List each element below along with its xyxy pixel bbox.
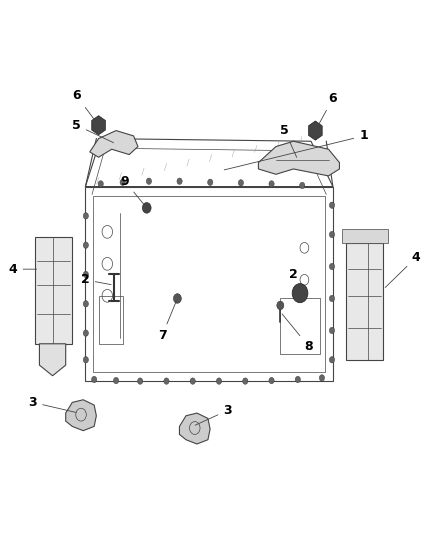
Text: 7: 7 xyxy=(158,301,177,342)
Polygon shape xyxy=(66,400,96,431)
Polygon shape xyxy=(346,243,383,360)
Circle shape xyxy=(216,378,222,384)
Circle shape xyxy=(300,182,305,189)
Circle shape xyxy=(277,301,284,310)
Circle shape xyxy=(292,284,308,303)
Circle shape xyxy=(83,330,88,336)
Circle shape xyxy=(83,271,88,278)
Circle shape xyxy=(208,179,213,185)
Text: 5: 5 xyxy=(280,124,297,157)
Circle shape xyxy=(113,377,119,384)
Text: 5: 5 xyxy=(72,119,113,143)
Polygon shape xyxy=(180,413,210,444)
Circle shape xyxy=(177,178,182,184)
Circle shape xyxy=(83,213,88,219)
Circle shape xyxy=(295,376,300,383)
Text: 3: 3 xyxy=(195,404,232,425)
Circle shape xyxy=(92,376,97,383)
Circle shape xyxy=(329,295,335,302)
Text: 4: 4 xyxy=(9,263,37,276)
Text: 3: 3 xyxy=(28,396,76,413)
Circle shape xyxy=(120,179,125,185)
Circle shape xyxy=(269,377,274,384)
Circle shape xyxy=(146,178,152,184)
Circle shape xyxy=(98,181,103,187)
Text: 1: 1 xyxy=(224,130,368,170)
Polygon shape xyxy=(342,229,388,243)
Circle shape xyxy=(238,180,244,186)
Circle shape xyxy=(83,357,88,363)
Circle shape xyxy=(329,263,335,270)
Circle shape xyxy=(243,378,248,384)
Circle shape xyxy=(329,202,335,208)
Polygon shape xyxy=(308,121,322,140)
Polygon shape xyxy=(39,344,66,376)
Circle shape xyxy=(269,181,274,187)
Circle shape xyxy=(329,357,335,363)
Text: 6: 6 xyxy=(72,90,97,123)
Polygon shape xyxy=(258,141,339,176)
Polygon shape xyxy=(92,116,106,135)
Circle shape xyxy=(83,301,88,307)
Circle shape xyxy=(83,242,88,248)
Circle shape xyxy=(164,378,169,384)
Circle shape xyxy=(329,327,335,334)
Text: 8: 8 xyxy=(282,314,313,353)
Text: 2: 2 xyxy=(289,268,298,290)
Text: 9: 9 xyxy=(120,175,145,206)
Polygon shape xyxy=(35,237,72,344)
Text: 2: 2 xyxy=(81,273,111,286)
Polygon shape xyxy=(90,131,138,157)
Circle shape xyxy=(329,231,335,238)
Circle shape xyxy=(142,203,151,213)
Circle shape xyxy=(138,378,143,384)
Text: 6: 6 xyxy=(317,92,337,128)
Circle shape xyxy=(190,378,195,384)
Circle shape xyxy=(173,294,181,303)
Text: 4: 4 xyxy=(385,251,420,287)
Circle shape xyxy=(319,375,325,381)
